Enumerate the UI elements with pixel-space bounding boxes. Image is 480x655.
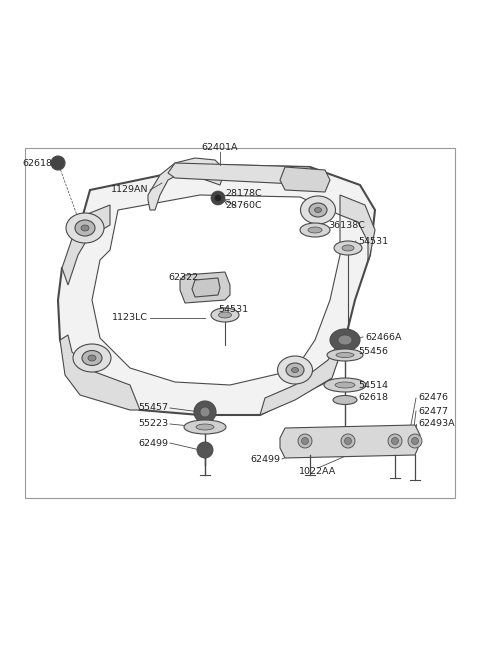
Ellipse shape	[324, 378, 366, 392]
Ellipse shape	[308, 227, 322, 233]
Ellipse shape	[184, 420, 226, 434]
Bar	[25, 148, 455, 498]
Text: 28178C: 28178C	[225, 189, 262, 198]
Ellipse shape	[341, 434, 355, 448]
Text: 54514: 54514	[358, 381, 388, 390]
Text: 62476: 62476	[418, 394, 448, 403]
Ellipse shape	[392, 438, 398, 445]
Polygon shape	[340, 195, 375, 262]
Text: 54531: 54531	[218, 305, 248, 314]
Text: 62466A: 62466A	[365, 333, 401, 341]
Ellipse shape	[196, 424, 214, 430]
Ellipse shape	[81, 225, 89, 231]
Ellipse shape	[411, 438, 419, 445]
Ellipse shape	[88, 355, 96, 361]
Text: 62322: 62322	[168, 274, 198, 282]
Ellipse shape	[335, 382, 355, 388]
Polygon shape	[148, 158, 225, 210]
Polygon shape	[192, 278, 220, 297]
Polygon shape	[180, 272, 230, 303]
Ellipse shape	[200, 407, 210, 417]
Ellipse shape	[314, 208, 322, 212]
Polygon shape	[168, 163, 315, 185]
Text: 62499: 62499	[250, 455, 280, 464]
Ellipse shape	[334, 241, 362, 255]
Text: 62477: 62477	[418, 407, 448, 415]
Ellipse shape	[327, 349, 363, 361]
Ellipse shape	[82, 350, 102, 365]
Ellipse shape	[388, 434, 402, 448]
Text: 28760C: 28760C	[225, 200, 262, 210]
Ellipse shape	[333, 396, 357, 405]
Polygon shape	[280, 425, 420, 458]
Ellipse shape	[75, 220, 95, 236]
Text: 1129AN: 1129AN	[110, 185, 148, 195]
Ellipse shape	[194, 401, 216, 423]
Ellipse shape	[300, 196, 336, 224]
Ellipse shape	[73, 344, 111, 372]
Polygon shape	[280, 167, 330, 192]
Ellipse shape	[408, 434, 422, 448]
Ellipse shape	[291, 367, 299, 373]
Circle shape	[51, 156, 65, 170]
Ellipse shape	[330, 329, 360, 351]
Text: 36138C: 36138C	[328, 221, 365, 231]
Text: 62401A: 62401A	[202, 143, 238, 153]
Ellipse shape	[342, 245, 354, 251]
Text: 62618: 62618	[358, 392, 388, 402]
Ellipse shape	[345, 438, 351, 445]
Ellipse shape	[336, 352, 354, 358]
Text: 1123LC: 1123LC	[112, 314, 148, 322]
Ellipse shape	[298, 434, 312, 448]
Text: 62499: 62499	[138, 438, 168, 447]
Text: 55457: 55457	[138, 403, 168, 413]
Ellipse shape	[211, 308, 239, 322]
Ellipse shape	[338, 335, 352, 345]
Text: 1022AA: 1022AA	[300, 468, 336, 476]
Polygon shape	[58, 165, 375, 415]
Ellipse shape	[66, 213, 104, 243]
Circle shape	[211, 191, 225, 205]
Text: 54531: 54531	[358, 236, 388, 246]
Polygon shape	[260, 340, 345, 415]
Text: 55456: 55456	[358, 346, 388, 356]
Ellipse shape	[300, 223, 330, 237]
Ellipse shape	[309, 203, 327, 217]
Text: 62618: 62618	[22, 159, 52, 168]
Text: 62493A: 62493A	[418, 419, 455, 428]
Polygon shape	[60, 335, 140, 410]
Ellipse shape	[301, 438, 309, 445]
Ellipse shape	[286, 363, 304, 377]
Circle shape	[215, 195, 221, 201]
Polygon shape	[92, 195, 340, 385]
Polygon shape	[62, 205, 110, 285]
Ellipse shape	[277, 356, 312, 384]
Ellipse shape	[218, 312, 231, 318]
Circle shape	[197, 442, 213, 458]
Text: 55223: 55223	[138, 419, 168, 428]
